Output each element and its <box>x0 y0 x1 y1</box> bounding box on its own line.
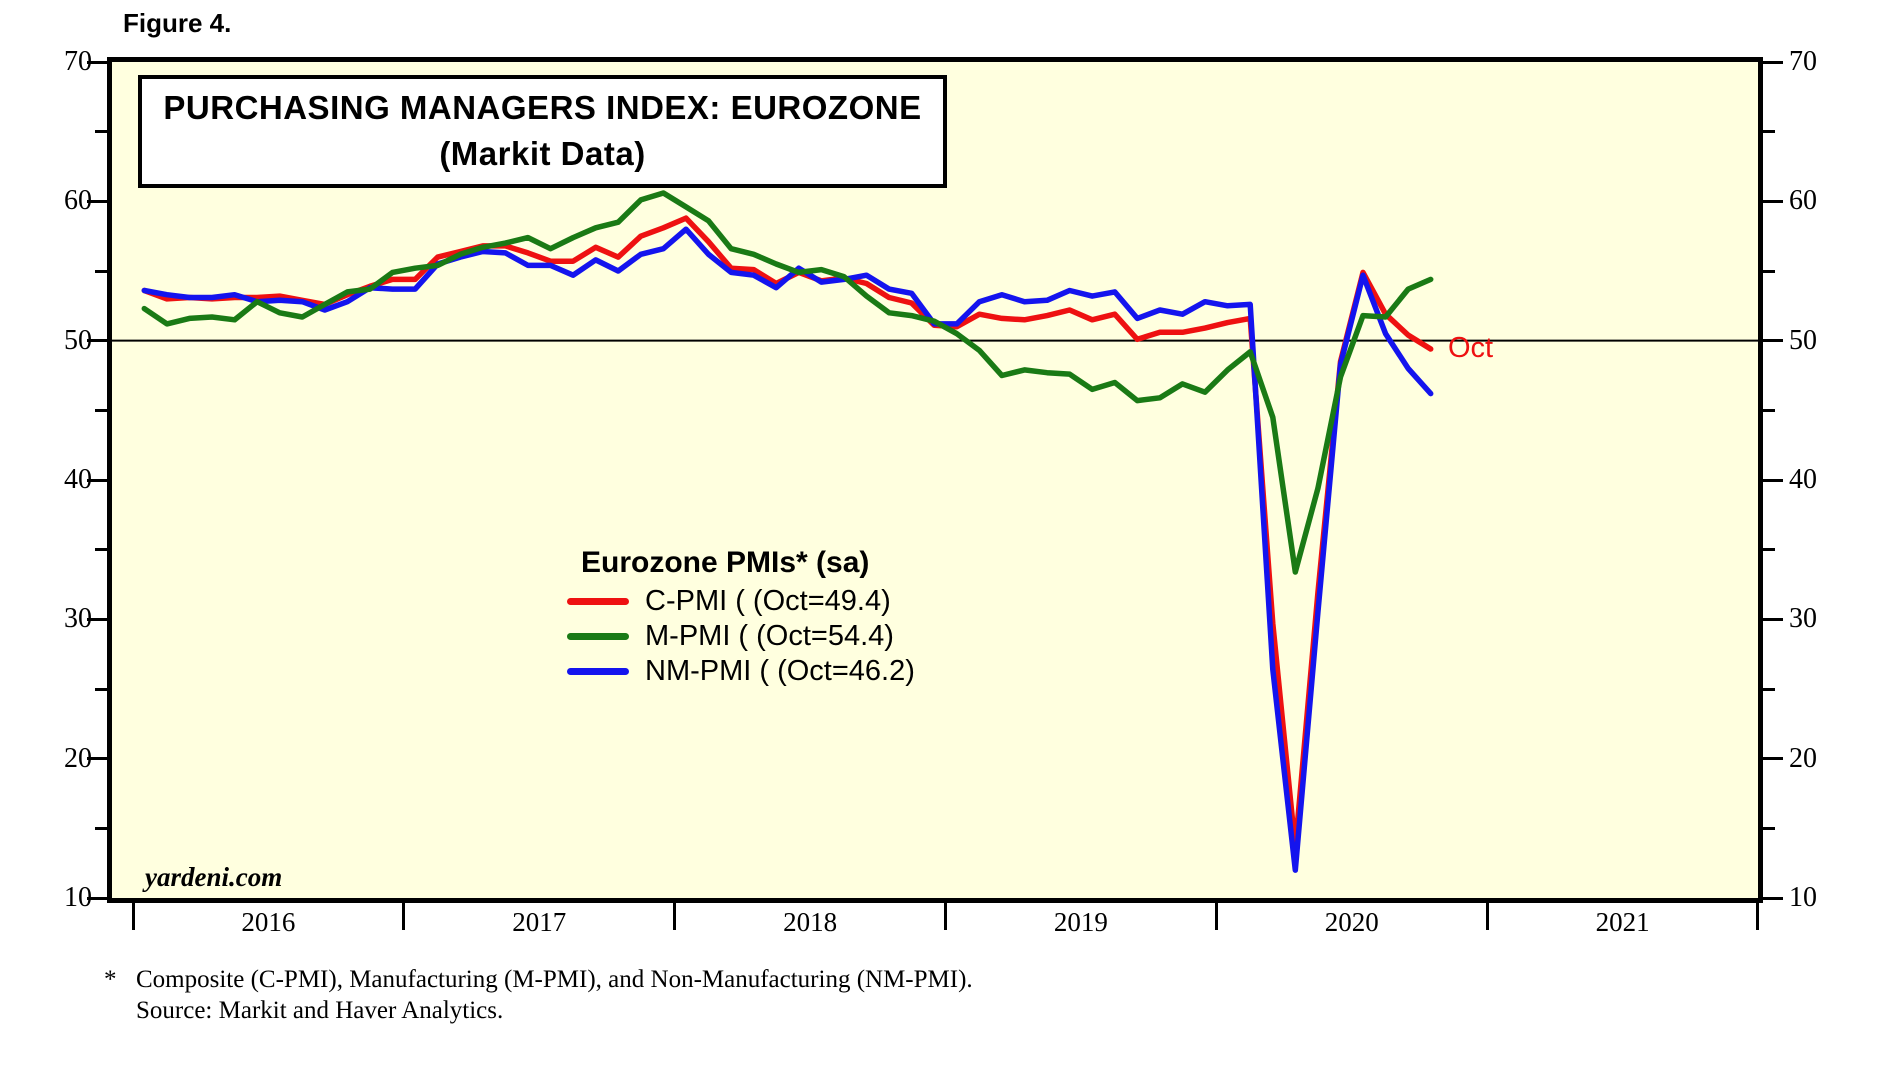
y-tick-minor-right <box>1763 548 1775 552</box>
y-tick-major-left <box>87 339 107 343</box>
plot-area: PURCHASING MANAGERS INDEX: EUROZONE (Mar… <box>107 57 1763 903</box>
y-tick-major-left <box>87 478 107 482</box>
legend-label-m-pmi: M-PMI ( (Oct=54.4) <box>645 620 894 652</box>
x-tick-year <box>943 903 947 930</box>
y-tick-minor-left <box>95 826 107 830</box>
chart-plot-svg <box>112 190 1758 873</box>
legend-item-nm-pmi: NM-PMI ( (Oct=46.2) <box>567 654 915 689</box>
y-tick-major-left <box>87 199 107 203</box>
y-axis-label-left: 20 <box>64 742 92 774</box>
footnote-text: Composite (C-PMI), Manufacturing (M-PMI)… <box>136 966 973 993</box>
y-tick-major-right <box>1763 757 1783 761</box>
y-axis-label-left: 50 <box>64 324 92 356</box>
y-tick-minor-left <box>95 269 107 273</box>
y-tick-minor-left <box>95 687 107 691</box>
y-axis-label-left: 30 <box>64 603 92 635</box>
x-tick-year <box>673 903 677 930</box>
series-line-c-pmi <box>141 215 1434 851</box>
y-tick-major-right <box>1763 617 1783 621</box>
footnote-asterisk: * <box>104 966 117 993</box>
x-axis-year-label: 2018 <box>783 907 838 937</box>
y-axis-label-left: 70 <box>64 46 92 77</box>
chart-subtitle: (Markit Data) <box>439 134 646 172</box>
legend-header: Eurozone PMIs* (sa) <box>581 546 870 579</box>
y-tick-major-left <box>87 617 107 621</box>
y-tick-major-left <box>87 757 107 761</box>
y-axis-label-right: 30 <box>1789 603 1817 635</box>
x-axis-year-label: 2019 <box>1053 907 1108 937</box>
legend-line-swatch-m-pmi <box>567 633 629 640</box>
y-tick-major-right <box>1763 478 1783 482</box>
x-tick-year <box>1485 903 1489 930</box>
x-axis-year-label: 2017 <box>512 907 567 937</box>
y-tick-major-right <box>1763 199 1783 203</box>
y-axis-label-right: 70 <box>1789 46 1817 77</box>
y-tick-minor-left <box>95 130 107 134</box>
y-tick-major-right <box>1763 60 1783 64</box>
x-tick-year <box>1756 903 1760 930</box>
y-tick-minor-left <box>95 408 107 412</box>
source-text: Source: Markit and Haver Analytics. <box>136 997 504 1024</box>
legend-label-nm-pmi: NM-PMI ( (Oct=46.2) <box>645 655 915 687</box>
x-tick-year <box>131 903 135 930</box>
y-tick-minor-right <box>1763 408 1775 412</box>
x-tick-year <box>1214 903 1218 930</box>
y-axis-label-right: 40 <box>1789 464 1817 495</box>
y-tick-major-right <box>1763 339 1783 343</box>
legend-line-swatch-nm-pmi <box>567 668 629 675</box>
legend-item-c-pmi: C-PMI ( (Oct=49.4) <box>567 584 915 619</box>
legend: Eurozone PMIs* (sa) C-PMI ( (Oct=49.4) M… <box>567 546 915 689</box>
figure-label: Figure 4. <box>123 8 232 38</box>
x-axis-year-label: 2016 <box>241 907 296 937</box>
y-axis-label-left: 10 <box>64 882 92 913</box>
y-axis-label-right: 10 <box>1789 882 1817 913</box>
legend-item-m-pmi: M-PMI ( (Oct=54.4) <box>567 619 915 654</box>
series-line-m-pmi <box>141 190 1434 575</box>
y-tick-major-right <box>1763 896 1783 900</box>
y-tick-minor-right <box>1763 687 1775 691</box>
y-axis-label-left: 60 <box>64 185 92 217</box>
y-tick-major-left <box>87 896 107 900</box>
y-axis-label-left: 40 <box>64 464 92 495</box>
legend-line-swatch-c-pmi <box>567 598 629 605</box>
y-tick-minor-right <box>1763 826 1775 830</box>
y-tick-minor-right <box>1763 130 1775 134</box>
x-tick-year <box>402 903 406 930</box>
x-axis-year-label: 2020 <box>1324 907 1379 937</box>
y-axis-label-right: 60 <box>1789 185 1817 217</box>
legend-label-c-pmi: C-PMI ( (Oct=49.4) <box>645 585 891 617</box>
y-axis-label-right: 20 <box>1789 742 1817 774</box>
x-axis-year-label: 2021 <box>1595 907 1650 937</box>
chart-title-box: PURCHASING MANAGERS INDEX: EUROZONE (Mar… <box>138 75 947 189</box>
chart-title: PURCHASING MANAGERS INDEX: EUROZONE <box>163 89 922 126</box>
latest-point-annotation: Oct <box>1448 332 1494 364</box>
y-tick-major-left <box>87 60 107 64</box>
y-tick-minor-left <box>95 548 107 552</box>
y-axis-label-right: 50 <box>1789 324 1817 356</box>
y-tick-minor-right <box>1763 269 1775 273</box>
series-line-nm-pmi <box>141 226 1434 873</box>
watermark: yardeni.com <box>145 862 283 892</box>
